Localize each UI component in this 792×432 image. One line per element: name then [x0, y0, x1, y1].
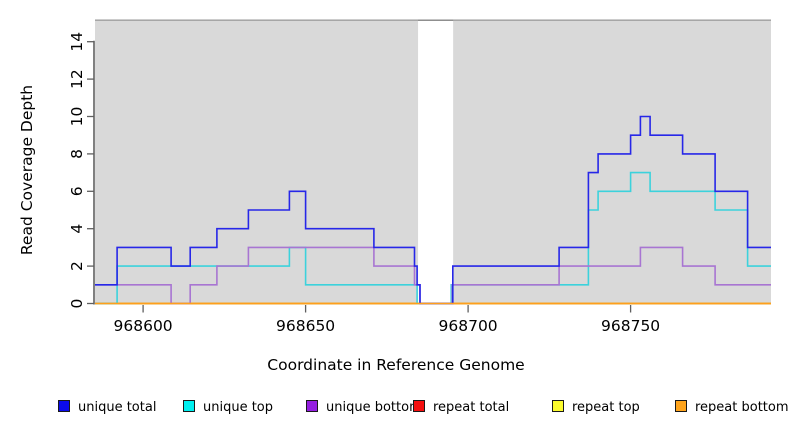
y-tick-label: 14	[68, 32, 86, 52]
legend-swatch-unique-top	[183, 400, 195, 412]
legend-swatch-unique-total	[58, 400, 70, 412]
legend-label: unique total	[78, 400, 157, 415]
legend-item-unique-bottom: unique bottom	[306, 400, 422, 416]
legend-label: repeat total	[433, 400, 510, 415]
y-tick-label: 0	[68, 299, 86, 309]
legend-swatch-repeat-bottom	[675, 400, 687, 412]
y-tick-label: 12	[68, 69, 86, 89]
legend-swatch-unique-bottom	[306, 400, 318, 412]
x-tick-label: 968600	[114, 317, 173, 335]
y-tick-label: 2	[68, 261, 86, 271]
y-tick-label: 8	[68, 149, 86, 159]
legend-label: repeat bottom	[695, 400, 789, 415]
y-tick-label: 10	[68, 107, 86, 127]
x-axis-title: Coordinate in Reference Genome	[0, 356, 792, 374]
legend-item-repeat-bottom: repeat bottom	[675, 400, 789, 416]
series-line-unique-total	[95, 115, 771, 305]
legend-label: unique top	[203, 400, 274, 415]
coverage-plot: 0 2 4 6 8 10 12 14 968600 968650 968700 968750	[68, 19, 771, 335]
x-tick-label: 968750	[601, 317, 660, 335]
legend-item-repeat-top: repeat top	[552, 400, 640, 416]
legend-item-unique-total: unique total	[58, 400, 156, 416]
legend-label: unique bottom	[326, 400, 422, 415]
legend-label: repeat top	[572, 400, 640, 415]
legend-item-unique-top: unique top	[183, 400, 273, 416]
legend-swatch-repeat-total	[413, 400, 425, 412]
legend-item-repeat-total: repeat total	[413, 400, 509, 416]
y-axis-title: Read Coverage Depth	[18, 84, 36, 256]
y-tick-label: 4	[68, 224, 86, 234]
x-tick-label: 968650	[276, 317, 335, 335]
legend-swatch-repeat-top	[552, 400, 564, 412]
legend: unique total unique top unique bottom repea…	[0, 400, 792, 420]
plot-background-right	[453, 21, 771, 305]
y-tick-label: 6	[68, 186, 86, 196]
x-axis-title-text: Coordinate in Reference Genome	[267, 356, 525, 374]
x-tick-label: 968700	[439, 317, 498, 335]
plot-background-left	[95, 21, 419, 305]
